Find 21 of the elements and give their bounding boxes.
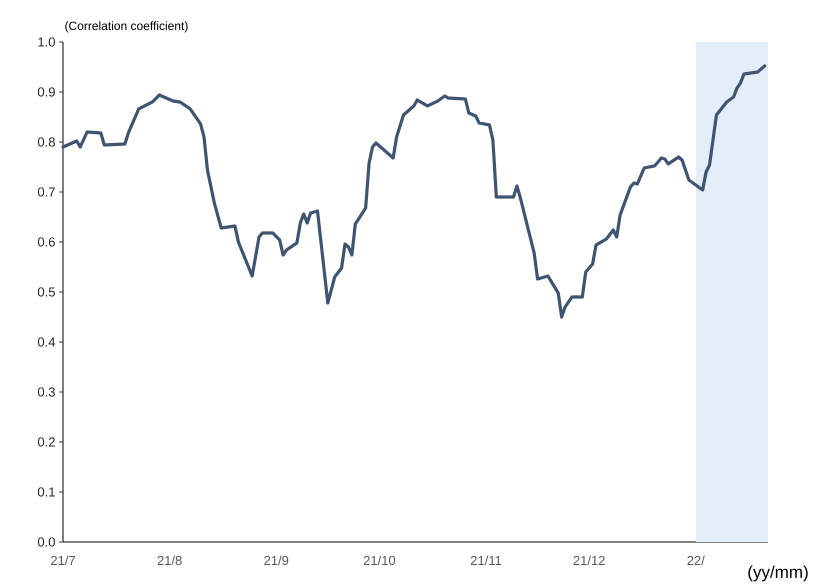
y-tick-label: 0.7 <box>38 187 55 197</box>
x-tick-label: 21/7 <box>51 556 75 566</box>
y-tick-label: 0.6 <box>38 237 55 247</box>
x-tick-label: 21/8 <box>158 556 182 566</box>
x-tick-label: 21/11 <box>470 556 502 566</box>
y-tick-label: 0.8 <box>38 137 55 147</box>
x-axis-title: (yy/mm) <box>748 566 808 582</box>
y-tick-label: 0.2 <box>38 437 55 447</box>
y-tick-label: 0.1 <box>38 487 55 497</box>
y-tick-label: 0.3 <box>38 387 55 397</box>
x-tick-label: 22/ <box>687 556 705 566</box>
x-tick-label: 21/9 <box>264 556 288 566</box>
y-tick-label: 0.9 <box>38 87 55 97</box>
x-tick-label: 21/10 <box>364 556 396 566</box>
y-tick-label: 1.0 <box>38 37 55 47</box>
x-tick-label: 21/12 <box>574 556 605 566</box>
y-tick-label: 0.5 <box>38 287 55 297</box>
y-tick-label: 0.4 <box>38 337 56 347</box>
line-series <box>61 64 766 319</box>
y-tick-label: 0.0 <box>38 537 55 547</box>
y-axis-title: (Correlation coefficient) <box>65 21 188 32</box>
